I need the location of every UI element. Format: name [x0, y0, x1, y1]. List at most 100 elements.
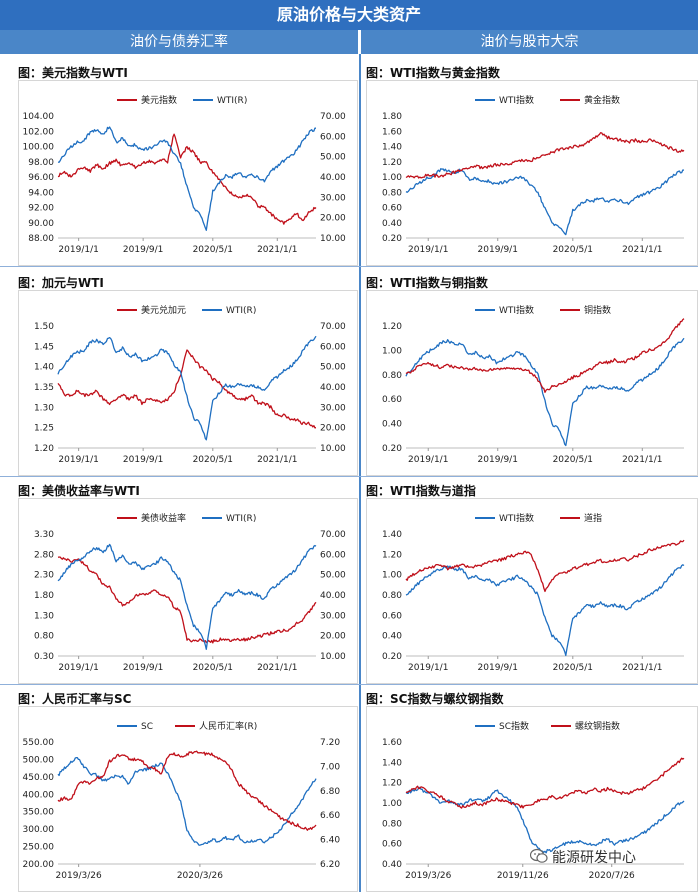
y-left-tick-label: 90.00: [28, 219, 54, 229]
y-right-tick-label: 70.00: [320, 112, 346, 122]
y-left-tick-label: 1.25: [34, 424, 54, 434]
x-tick-label: 2019/1/1: [58, 455, 98, 465]
y-left-tick-label: 0.60: [382, 611, 402, 621]
series-line-red: [57, 133, 317, 225]
series-line-blue: [57, 543, 317, 650]
legend-label: 人民币汇率(R): [199, 720, 257, 732]
y-right-tick-label: 6.20: [320, 860, 340, 870]
y-right-tick-label: 6.80: [320, 787, 340, 797]
legend-label: 黄金指数: [584, 94, 620, 106]
x-tick-label: 2019/1/1: [408, 245, 448, 255]
y-left-tick-label: 450.00: [23, 773, 55, 783]
y-left-tick-label: 550.00: [23, 738, 55, 748]
chart-title-ust-wti: 图：美债收益率与WTI: [18, 484, 140, 498]
y-left-tick-label: 1.00: [382, 799, 402, 809]
x-tick-label: 2021/1/1: [257, 663, 297, 673]
y-right-tick-label: 10.00: [320, 652, 346, 662]
chart-title-cny-sc: 图：人民币汇率与SC: [18, 692, 132, 706]
x-tick-label: 2020/5/1: [193, 245, 233, 255]
y-left-tick-label: 2.80: [34, 550, 54, 560]
y-left-tick-label: 1.80: [34, 591, 54, 601]
y-left-tick-label: 0.20: [382, 444, 402, 454]
y-right-tick-label: 70.00: [320, 322, 346, 332]
y-right-tick-label: 40.00: [320, 383, 346, 393]
series-line-blue: [405, 564, 685, 657]
y-left-tick-label: 0.60: [382, 204, 402, 214]
y-left-tick-label: 3.30: [34, 530, 54, 540]
y-left-tick-label: 0.80: [382, 371, 402, 381]
series-line-blue: [57, 126, 316, 231]
y-right-tick-label: 10.00: [320, 234, 346, 244]
x-tick-label: 2019/9/1: [478, 245, 518, 255]
y-right-tick-label: 30.00: [320, 403, 346, 413]
series-line-blue: [57, 756, 317, 846]
chart-title-wti-dow: 图：WTI指数与道指: [366, 484, 476, 498]
y-right-tick-label: 50.00: [320, 571, 346, 581]
legend-label: 美元兑加元: [141, 304, 186, 316]
y-right-tick-label: 40.00: [320, 173, 346, 183]
legend-label: WTI(R): [217, 96, 247, 106]
x-tick-label: 2019/1/1: [58, 663, 98, 673]
x-tick-label: 2019/3/26: [405, 871, 451, 881]
x-tick-label: 2019/1/1: [408, 455, 448, 465]
y-left-tick-label: 1.00: [382, 346, 402, 356]
y-left-tick-label: 2.30: [34, 571, 54, 581]
chart-title-usd-wti: 图：美元指数与WTI: [18, 66, 128, 80]
legend-label: 道指: [584, 512, 602, 524]
y-left-tick-label: 0.80: [382, 188, 402, 198]
x-tick-label: 2019/9/1: [123, 663, 163, 673]
chart-frame: [18, 498, 358, 684]
y-left-tick-label: 350.00: [23, 808, 55, 818]
legend-label: WTI(R): [226, 514, 256, 524]
x-tick-label: 2019/1/1: [58, 245, 98, 255]
x-tick-label: 2020/5/1: [553, 663, 593, 673]
y-left-tick-label: 1.40: [382, 758, 402, 768]
legend-label: WTI指数: [499, 94, 534, 106]
y-left-tick-label: 1.50: [34, 322, 54, 332]
legend-label: SC: [141, 722, 153, 732]
x-tick-label: 2020/7/26: [589, 871, 635, 881]
column-header-stocks-commodities: 油价与股市大宗: [361, 30, 698, 54]
x-tick-label: 2019/3/26: [56, 871, 102, 881]
series-line-blue: [405, 337, 685, 447]
x-tick-label: 2019/1/1: [408, 663, 448, 673]
x-tick-label: 2020/5/1: [193, 663, 233, 673]
x-tick-label: 2021/1/1: [622, 663, 662, 673]
chart-frame: [18, 80, 358, 266]
legend-label: 美元指数: [141, 94, 177, 106]
y-left-tick-label: 1.60: [382, 127, 402, 137]
y-left-tick-label: 92.00: [28, 204, 54, 214]
chart-title-wti-gold: 图：WTI指数与黄金指数: [366, 66, 500, 80]
y-left-tick-label: 100.00: [23, 143, 55, 153]
chart-cad-wti: 1.20 1.25 1.30 1.35 1.40 1.45 1.50 10.00 20.00 30…: [18, 290, 358, 476]
y-right-tick-label: 60.00: [320, 132, 346, 142]
legend-label: WTI(R): [226, 306, 256, 316]
row-divider-1: [0, 266, 698, 267]
x-tick-label: 2019/11/26: [497, 871, 549, 881]
y-left-tick-label: 104.00: [23, 112, 55, 122]
series-line-blue: [405, 786, 685, 854]
y-left-tick-label: 0.40: [382, 420, 402, 430]
y-left-tick-label: 1.30: [34, 403, 54, 413]
y-left-tick-label: 0.80: [382, 591, 402, 601]
y-left-tick-label: 1.20: [382, 322, 402, 332]
y-left-tick-label: 0.20: [382, 234, 402, 244]
column-header-bonds-fx: 油价与债券汇率: [0, 30, 358, 54]
chart-ust-wti: 0.30 0.80 1.30 1.80 2.30 2.80 3.30 10.00 20.00 30…: [18, 498, 358, 684]
y-right-tick-label: 70.00: [320, 530, 346, 540]
y-right-tick-label: 20.00: [320, 632, 346, 642]
y-left-tick-label: 0.80: [34, 632, 54, 642]
y-left-tick-label: 400.00: [23, 790, 55, 800]
chart-frame: [18, 290, 358, 476]
y-left-tick-label: 1.80: [382, 112, 402, 122]
y-left-tick-label: 1.40: [382, 143, 402, 153]
series-line-red: [405, 757, 685, 809]
legend-label: SC指数: [499, 720, 529, 732]
chart-title-sc-rebar: 图：SC指数与螺纹钢指数: [366, 692, 504, 706]
chart-cny-sc: 200.00 250.00 300.00 350.00 400.00 450.00 500.…: [18, 706, 358, 892]
x-tick-label: 2021/1/1: [257, 455, 297, 465]
chart-title-wti-copper: 图：WTI指数与铜指数: [366, 276, 488, 290]
row-divider-3: [0, 684, 698, 685]
legend-label: 螺纹钢指数: [575, 720, 620, 732]
series-line-blue: [57, 335, 317, 441]
